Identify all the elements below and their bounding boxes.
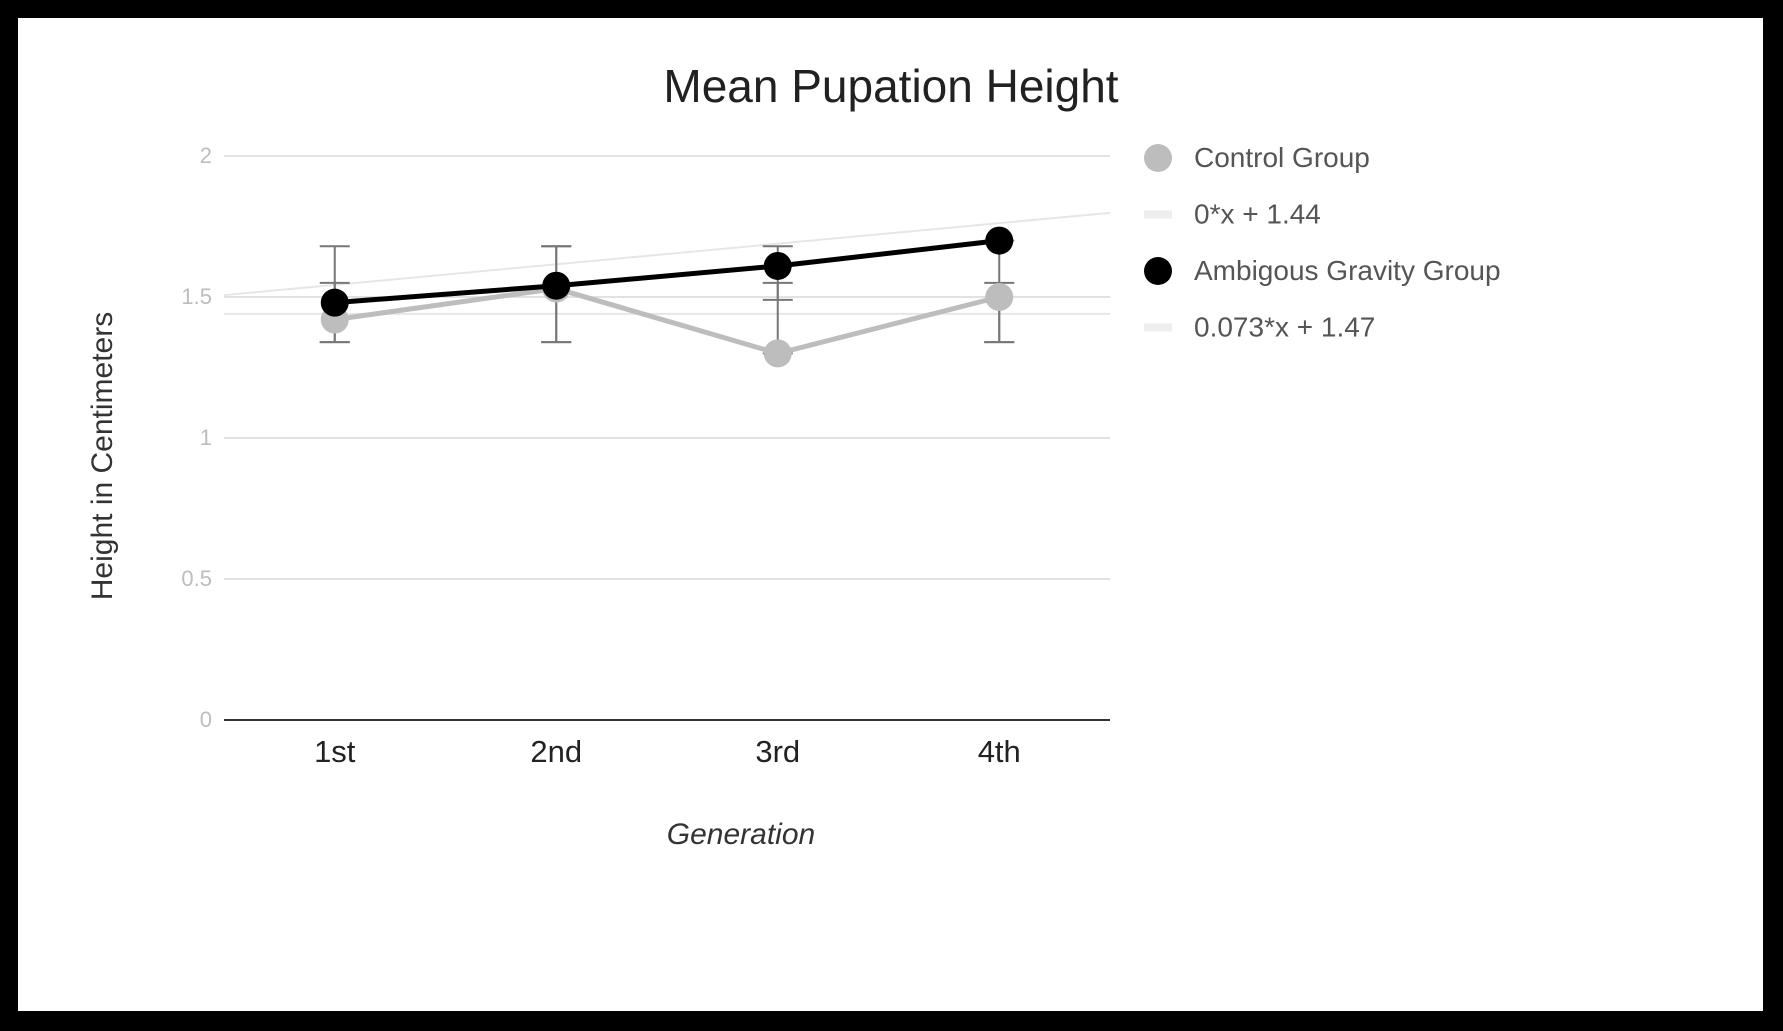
data-point xyxy=(985,283,1014,311)
legend-label: Control Group xyxy=(1194,142,1370,173)
x-tick-label: 4th xyxy=(978,734,1021,769)
data-point xyxy=(542,271,571,300)
y-tick-label: 1 xyxy=(200,425,212,450)
y-tick-label: 0.5 xyxy=(181,566,212,591)
y-tick-label: 2 xyxy=(200,143,212,168)
x-tick-label: 2nd xyxy=(530,734,582,769)
series-line-0 xyxy=(334,286,1000,356)
legend-swatch xyxy=(1144,323,1172,332)
legend-label: 0*x + 1.44 xyxy=(1194,199,1321,230)
legend-item[interactable]: 0.073*x + 1.47 xyxy=(1144,312,1375,343)
legend-swatch xyxy=(1144,257,1172,285)
series-line-1 xyxy=(334,238,1000,306)
series-lines xyxy=(320,226,1014,368)
x-axis-label: Generation xyxy=(667,818,815,851)
data-point xyxy=(320,288,349,317)
legend-swatch xyxy=(1144,144,1172,172)
y-axis-label: Height in Centimeters xyxy=(86,312,119,600)
data-point xyxy=(985,226,1014,255)
legend-label: Ambigous Gravity Group xyxy=(1194,255,1501,286)
y-tick-label: 0 xyxy=(200,707,212,732)
legend-label: 0.073*x + 1.47 xyxy=(1194,312,1375,343)
data-point xyxy=(763,251,792,280)
legend-item[interactable]: Ambigous Gravity Group xyxy=(1144,255,1501,286)
legend[interactable]: Control Group 0*x + 1.44 Ambigous Gravity … xyxy=(1144,142,1501,343)
x-tick-label: 3rd xyxy=(755,734,800,769)
tick-labels: 0 0.5 1 1.5 2 1st 2nd 3rd 4th xyxy=(181,143,1020,769)
y-tick-label: 1.5 xyxy=(181,284,212,309)
mean-pupation-height-chart: Mean Pupation Height Height in Centimete… xyxy=(86,60,1501,851)
trendline xyxy=(223,211,1111,297)
legend-swatch xyxy=(1144,210,1172,219)
legend-item[interactable]: 0*x + 1.44 xyxy=(1144,199,1321,230)
gridlines xyxy=(224,155,1110,721)
chart-card: Mean Pupation Height Height in Centimete… xyxy=(18,18,1763,1011)
x-tick-label: 1st xyxy=(314,734,356,769)
data-point xyxy=(763,339,792,368)
legend-item[interactable]: Control Group xyxy=(1144,142,1370,173)
chart-title: Mean Pupation Height xyxy=(663,60,1118,112)
